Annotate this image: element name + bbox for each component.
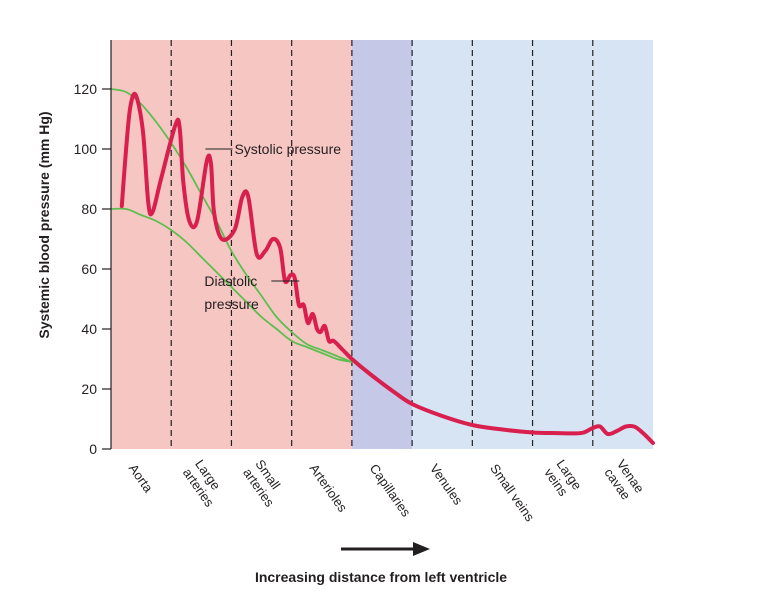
category-label-line: Aorta [126, 461, 157, 496]
y-tick-label: 100 [74, 141, 98, 157]
diastolic-label-line2: pressure [204, 296, 259, 312]
x-axis-title: Increasing distance from left ventricle [255, 569, 507, 585]
category-label-line: Capillaries [367, 461, 414, 520]
region-bg [171, 40, 232, 449]
region-bg [592, 40, 653, 449]
y-axis: 0 20 40 60 80 100 120 [74, 40, 112, 457]
y-tick-label: 80 [81, 201, 97, 217]
systolic-label: Systolic pressure [234, 141, 341, 157]
category-label: Venules [427, 461, 466, 508]
region-separators [170, 40, 594, 449]
region-bg [412, 40, 473, 449]
region-backgrounds [111, 40, 653, 449]
category-label: Capillaries [367, 461, 414, 520]
systolic-envelope [110, 88, 353, 363]
y-tick-label: 0 [89, 441, 97, 457]
category-label-line: Small veins [487, 461, 538, 524]
category-label: Small veins [487, 461, 538, 524]
diastolic-envelope [110, 207, 353, 363]
category-label: Aorta [126, 461, 157, 496]
region-bg [231, 40, 292, 449]
y-tick-label: 60 [81, 261, 97, 277]
distance-arrow [341, 542, 430, 556]
y-tick-label: 40 [81, 321, 97, 337]
region-bg [111, 40, 172, 449]
pressure-curve [119, 91, 655, 445]
region-bg [532, 40, 593, 449]
diastolic-label: Diastolic [204, 273, 257, 289]
y-axis-title: Systemic blood pressure (mm Hg) [36, 111, 52, 338]
category-label: Arterioles [307, 461, 351, 515]
category-label-line: Arterioles [307, 461, 351, 515]
y-tick-label: 20 [81, 381, 97, 397]
category-label-line: Venules [427, 461, 466, 508]
y-tick-label: 120 [74, 81, 98, 97]
region-bg [291, 40, 352, 449]
annotations: Systolic pressure Diastolic pressure [204, 141, 341, 312]
envelope-curves [110, 88, 353, 363]
region-bg [472, 40, 533, 449]
region-bg [351, 40, 413, 449]
pressure-curve-line [119, 91, 655, 445]
